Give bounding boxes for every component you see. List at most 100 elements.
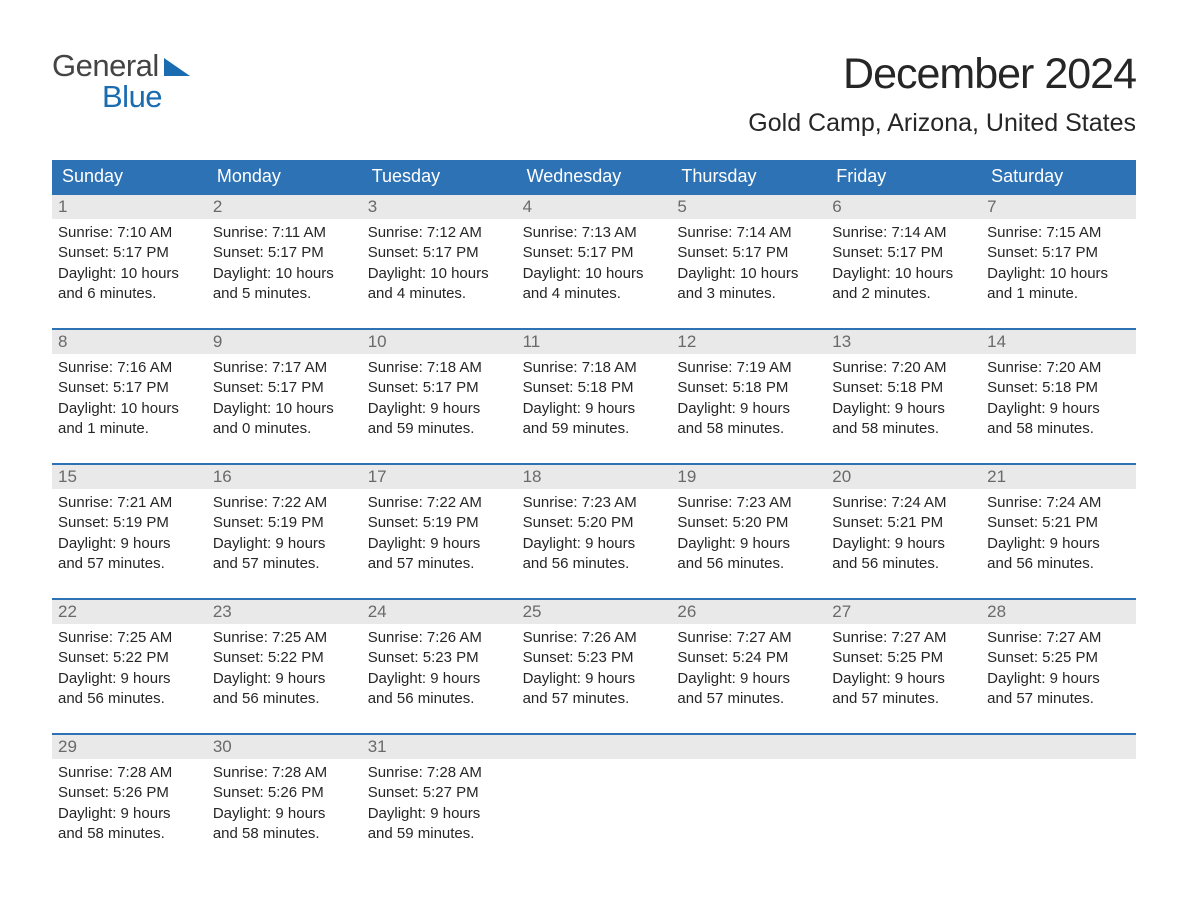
calendar-day: 17Sunrise: 7:22 AMSunset: 5:19 PMDayligh… — [362, 465, 517, 578]
sunset-text: Sunset: 5:22 PM — [58, 648, 197, 668]
calendar-day: 10Sunrise: 7:18 AMSunset: 5:17 PMDayligh… — [362, 330, 517, 443]
daylight-line1: Daylight: 9 hours — [368, 534, 507, 554]
day-details: Sunrise: 7:22 AMSunset: 5:19 PMDaylight:… — [207, 489, 362, 578]
sunset-text: Sunset: 5:18 PM — [832, 378, 971, 398]
sunrise-text: Sunrise: 7:21 AM — [58, 493, 197, 513]
empty-day-strip — [981, 735, 1136, 759]
day-number: 17 — [362, 465, 517, 489]
daylight-line1: Daylight: 9 hours — [213, 534, 352, 554]
calendar-day: 6Sunrise: 7:14 AMSunset: 5:17 PMDaylight… — [826, 195, 981, 308]
sunset-text: Sunset: 5:17 PM — [58, 243, 197, 263]
day-details: Sunrise: 7:25 AMSunset: 5:22 PMDaylight:… — [207, 624, 362, 713]
daylight-line2: and 57 minutes. — [523, 689, 662, 709]
sunset-text: Sunset: 5:23 PM — [368, 648, 507, 668]
day-details: Sunrise: 7:21 AMSunset: 5:19 PMDaylight:… — [52, 489, 207, 578]
day-details: Sunrise: 7:16 AMSunset: 5:17 PMDaylight:… — [52, 354, 207, 443]
sunrise-text: Sunrise: 7:23 AM — [523, 493, 662, 513]
calendar-day: 9Sunrise: 7:17 AMSunset: 5:17 PMDaylight… — [207, 330, 362, 443]
calendar-day: 5Sunrise: 7:14 AMSunset: 5:17 PMDaylight… — [671, 195, 826, 308]
daylight-line1: Daylight: 9 hours — [58, 804, 197, 824]
calendar-day: 22Sunrise: 7:25 AMSunset: 5:22 PMDayligh… — [52, 600, 207, 713]
sunset-text: Sunset: 5:18 PM — [987, 378, 1126, 398]
day-number: 25 — [517, 600, 672, 624]
daylight-line1: Daylight: 10 hours — [832, 264, 971, 284]
day-details: Sunrise: 7:20 AMSunset: 5:18 PMDaylight:… — [981, 354, 1136, 443]
calendar-day-empty — [671, 735, 826, 848]
day-number: 6 — [826, 195, 981, 219]
sunset-text: Sunset: 5:18 PM — [523, 378, 662, 398]
weekday-header: Saturday — [981, 160, 1136, 193]
title-block: December 2024 Gold Camp, Arizona, United… — [748, 50, 1136, 138]
calendar-day: 25Sunrise: 7:26 AMSunset: 5:23 PMDayligh… — [517, 600, 672, 713]
calendar-header-row: SundayMondayTuesdayWednesdayThursdayFrid… — [52, 160, 1136, 193]
day-number: 30 — [207, 735, 362, 759]
day-number: 28 — [981, 600, 1136, 624]
daylight-line2: and 57 minutes. — [832, 689, 971, 709]
day-details: Sunrise: 7:17 AMSunset: 5:17 PMDaylight:… — [207, 354, 362, 443]
weekday-header: Wednesday — [517, 160, 672, 193]
day-number: 22 — [52, 600, 207, 624]
day-number: 10 — [362, 330, 517, 354]
sunrise-text: Sunrise: 7:25 AM — [213, 628, 352, 648]
daylight-line1: Daylight: 9 hours — [368, 669, 507, 689]
daylight-line2: and 5 minutes. — [213, 284, 352, 304]
daylight-line2: and 1 minute. — [987, 284, 1126, 304]
calendar-day: 3Sunrise: 7:12 AMSunset: 5:17 PMDaylight… — [362, 195, 517, 308]
daylight-line1: Daylight: 9 hours — [368, 804, 507, 824]
day-details: Sunrise: 7:13 AMSunset: 5:17 PMDaylight:… — [517, 219, 672, 308]
sunrise-text: Sunrise: 7:11 AM — [213, 223, 352, 243]
day-number: 16 — [207, 465, 362, 489]
day-details: Sunrise: 7:25 AMSunset: 5:22 PMDaylight:… — [52, 624, 207, 713]
calendar-day: 16Sunrise: 7:22 AMSunset: 5:19 PMDayligh… — [207, 465, 362, 578]
sunrise-text: Sunrise: 7:13 AM — [523, 223, 662, 243]
daylight-line1: Daylight: 9 hours — [987, 534, 1126, 554]
calendar-day: 12Sunrise: 7:19 AMSunset: 5:18 PMDayligh… — [671, 330, 826, 443]
calendar-day: 1Sunrise: 7:10 AMSunset: 5:17 PMDaylight… — [52, 195, 207, 308]
day-number: 15 — [52, 465, 207, 489]
daylight-line2: and 3 minutes. — [677, 284, 816, 304]
day-number: 4 — [517, 195, 672, 219]
daylight-line1: Daylight: 10 hours — [213, 264, 352, 284]
sunrise-text: Sunrise: 7:16 AM — [58, 358, 197, 378]
daylight-line1: Daylight: 9 hours — [832, 669, 971, 689]
day-details: Sunrise: 7:24 AMSunset: 5:21 PMDaylight:… — [981, 489, 1136, 578]
sunrise-text: Sunrise: 7:14 AM — [677, 223, 816, 243]
day-number: 29 — [52, 735, 207, 759]
day-number: 13 — [826, 330, 981, 354]
sunset-text: Sunset: 5:17 PM — [523, 243, 662, 263]
daylight-line1: Daylight: 9 hours — [832, 534, 971, 554]
day-details: Sunrise: 7:19 AMSunset: 5:18 PMDaylight:… — [671, 354, 826, 443]
logo-triangle-icon — [164, 58, 190, 76]
day-details: Sunrise: 7:27 AMSunset: 5:25 PMDaylight:… — [826, 624, 981, 713]
calendar-day: 19Sunrise: 7:23 AMSunset: 5:20 PMDayligh… — [671, 465, 826, 578]
day-details: Sunrise: 7:14 AMSunset: 5:17 PMDaylight:… — [826, 219, 981, 308]
logo-text-bottom: Blue — [102, 81, 190, 112]
daylight-line1: Daylight: 9 hours — [213, 669, 352, 689]
calendar-day: 21Sunrise: 7:24 AMSunset: 5:21 PMDayligh… — [981, 465, 1136, 578]
daylight-line1: Daylight: 10 hours — [213, 399, 352, 419]
calendar-day: 24Sunrise: 7:26 AMSunset: 5:23 PMDayligh… — [362, 600, 517, 713]
day-details: Sunrise: 7:22 AMSunset: 5:19 PMDaylight:… — [362, 489, 517, 578]
daylight-line1: Daylight: 9 hours — [677, 669, 816, 689]
calendar-week: 15Sunrise: 7:21 AMSunset: 5:19 PMDayligh… — [52, 463, 1136, 578]
daylight-line2: and 59 minutes. — [368, 824, 507, 844]
daylight-line1: Daylight: 9 hours — [987, 669, 1126, 689]
sunset-text: Sunset: 5:26 PM — [58, 783, 197, 803]
sunset-text: Sunset: 5:19 PM — [213, 513, 352, 533]
calendar-day-empty — [517, 735, 672, 848]
day-number: 9 — [207, 330, 362, 354]
day-details: Sunrise: 7:27 AMSunset: 5:24 PMDaylight:… — [671, 624, 826, 713]
day-number: 21 — [981, 465, 1136, 489]
day-number: 20 — [826, 465, 981, 489]
sunrise-text: Sunrise: 7:27 AM — [677, 628, 816, 648]
sunset-text: Sunset: 5:25 PM — [987, 648, 1126, 668]
day-details: Sunrise: 7:18 AMSunset: 5:18 PMDaylight:… — [517, 354, 672, 443]
sunset-text: Sunset: 5:22 PM — [213, 648, 352, 668]
sunrise-text: Sunrise: 7:27 AM — [987, 628, 1126, 648]
day-number: 14 — [981, 330, 1136, 354]
page-title: December 2024 — [748, 50, 1136, 99]
day-details: Sunrise: 7:27 AMSunset: 5:25 PMDaylight:… — [981, 624, 1136, 713]
daylight-line1: Daylight: 9 hours — [677, 399, 816, 419]
sunrise-text: Sunrise: 7:19 AM — [677, 358, 816, 378]
sunrise-text: Sunrise: 7:28 AM — [58, 763, 197, 783]
